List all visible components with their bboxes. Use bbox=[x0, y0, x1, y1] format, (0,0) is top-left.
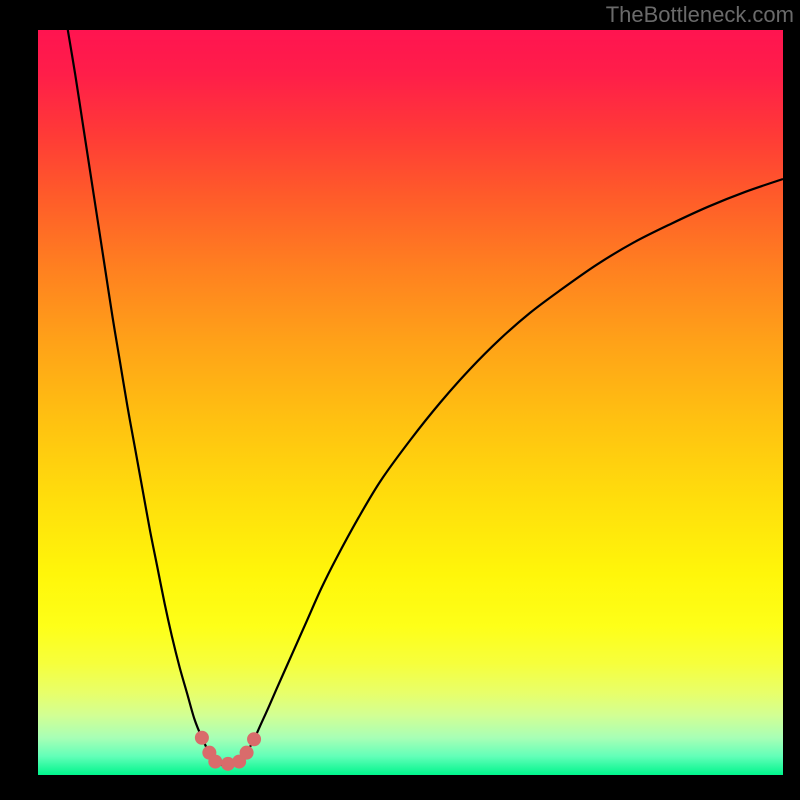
minimum-marker bbox=[208, 755, 222, 769]
watermark-text: TheBottleneck.com bbox=[606, 2, 794, 28]
plot-area bbox=[38, 30, 783, 775]
gradient-background bbox=[38, 30, 783, 775]
minimum-marker bbox=[195, 731, 209, 745]
chart-container: TheBottleneck.com bbox=[0, 0, 800, 800]
minimum-marker bbox=[247, 732, 261, 746]
minimum-marker bbox=[240, 746, 254, 760]
chart-svg bbox=[38, 30, 783, 775]
